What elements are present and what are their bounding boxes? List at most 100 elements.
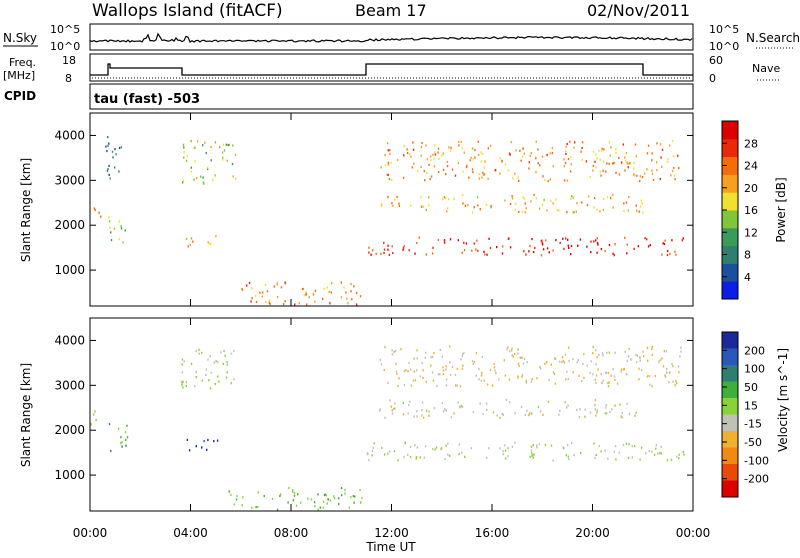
heatmap-cell — [502, 450, 504, 453]
heatmap-cell — [325, 494, 327, 497]
heatmap-cell — [608, 162, 610, 165]
heatmap-cell — [490, 206, 492, 209]
heatmap-cell — [471, 211, 474, 214]
heatmap-cell — [414, 379, 417, 382]
heatmap-cell — [676, 382, 678, 385]
heatmap-cell — [525, 379, 527, 382]
heatmap-cell — [651, 159, 653, 162]
heatmap-cell — [559, 360, 561, 363]
heatmap-cell — [337, 497, 340, 500]
heatmap-cell — [651, 152, 653, 155]
heatmap-cell — [366, 452, 369, 455]
heatmap-cell — [638, 378, 640, 381]
heatmap-cell — [540, 240, 543, 243]
heatmap-cell — [586, 203, 589, 207]
heatmap-cell — [215, 360, 217, 363]
heatmap-cell — [251, 297, 253, 300]
heatmap-cell — [518, 210, 520, 213]
freq-label-line1: Freq. — [9, 56, 36, 69]
heatmap-cell — [666, 368, 668, 371]
heatmap-cell — [600, 248, 603, 251]
heatmap-cell — [554, 357, 557, 360]
heatmap-cell — [407, 412, 409, 415]
heatmap-cell — [664, 374, 666, 377]
heatmap-cell — [621, 411, 623, 415]
heatmap-cell — [483, 166, 485, 169]
heatmap-cell — [581, 146, 583, 150]
heatmap-cell — [370, 253, 372, 256]
heatmap-cell — [207, 167, 209, 171]
heatmap-cell — [636, 354, 639, 357]
heatmap-cell — [565, 150, 567, 153]
heatmap-cell — [637, 245, 640, 248]
heatmap-cell — [208, 379, 210, 382]
heatmap-cell — [507, 346, 509, 349]
colorbar-swatch — [722, 431, 738, 448]
heatmap-cell — [322, 500, 325, 503]
heatmap-cell — [223, 149, 226, 152]
heatmap-cell — [514, 412, 516, 415]
heatmap-cell — [606, 162, 608, 165]
heatmap-cell — [314, 300, 316, 303]
heatmap-cell — [646, 375, 648, 378]
heatmap-cell — [504, 444, 506, 447]
heatmap-cell — [393, 407, 395, 410]
heatmap-cell — [122, 241, 124, 244]
heatmap-cell — [555, 239, 557, 242]
heatmap-cell — [432, 447, 434, 451]
heatmap-cell — [605, 406, 607, 409]
heatmap-cell — [660, 452, 663, 455]
heatmap-cell — [482, 173, 485, 176]
heatmap-cell — [434, 151, 436, 154]
heatmap-cell — [442, 373, 445, 376]
heatmap-cell — [193, 147, 195, 150]
heatmap-cell — [627, 456, 630, 459]
heatmap-cell — [605, 412, 608, 415]
heatmap-cell — [499, 157, 501, 160]
heatmap-cell — [552, 202, 554, 205]
heatmap-cell — [442, 369, 445, 372]
heatmap-cell — [515, 149, 517, 152]
power-colorbar: 4 8 12 16 20 24 28 — [721, 120, 758, 300]
noise-sky-label: N.Sky — [3, 31, 37, 45]
heatmap-cell — [640, 369, 643, 372]
heatmap-cell — [532, 444, 534, 447]
heatmap-cell — [204, 141, 206, 144]
heatmap-cell — [182, 180, 185, 183]
heatmap-cell — [640, 446, 643, 449]
heatmap-cell — [412, 379, 414, 382]
heatmap-cell — [608, 244, 611, 247]
heatmap-cell — [480, 374, 483, 377]
heatmap-cell — [361, 497, 363, 500]
heatmap-cell — [570, 244, 573, 248]
heatmap-cell — [595, 374, 598, 377]
heatmap-cell — [329, 499, 331, 502]
heatmap-cell — [580, 451, 582, 455]
heatmap-cell — [402, 176, 405, 179]
heatmap-cell — [671, 239, 673, 242]
heatmap-cell — [501, 245, 504, 248]
heatmap-cell — [126, 424, 128, 427]
heatmap-cell — [322, 506, 324, 509]
heatmap-cell — [537, 162, 539, 165]
heatmap-cell — [674, 178, 676, 181]
heatmap-cell — [387, 142, 389, 145]
heatmap-cell — [544, 179, 546, 182]
heatmap-cell — [636, 209, 638, 212]
heatmap-cell — [634, 143, 637, 146]
heatmap-cell — [214, 141, 217, 144]
heatmap-cell — [523, 152, 526, 155]
heatmap-cell — [433, 407, 436, 410]
heatmap-cell — [194, 146, 196, 149]
heatmap-cell — [448, 454, 451, 457]
heatmap-cell — [467, 204, 469, 207]
heatmap-cell — [324, 493, 326, 496]
heatmap-cell — [600, 450, 602, 453]
heatmap-cell — [395, 370, 398, 373]
heatmap-cell — [629, 162, 631, 165]
heatmap-cell — [412, 148, 415, 151]
heatmap-cell — [403, 370, 406, 373]
heatmap-cell — [488, 237, 490, 240]
heatmap-cell — [592, 164, 595, 168]
